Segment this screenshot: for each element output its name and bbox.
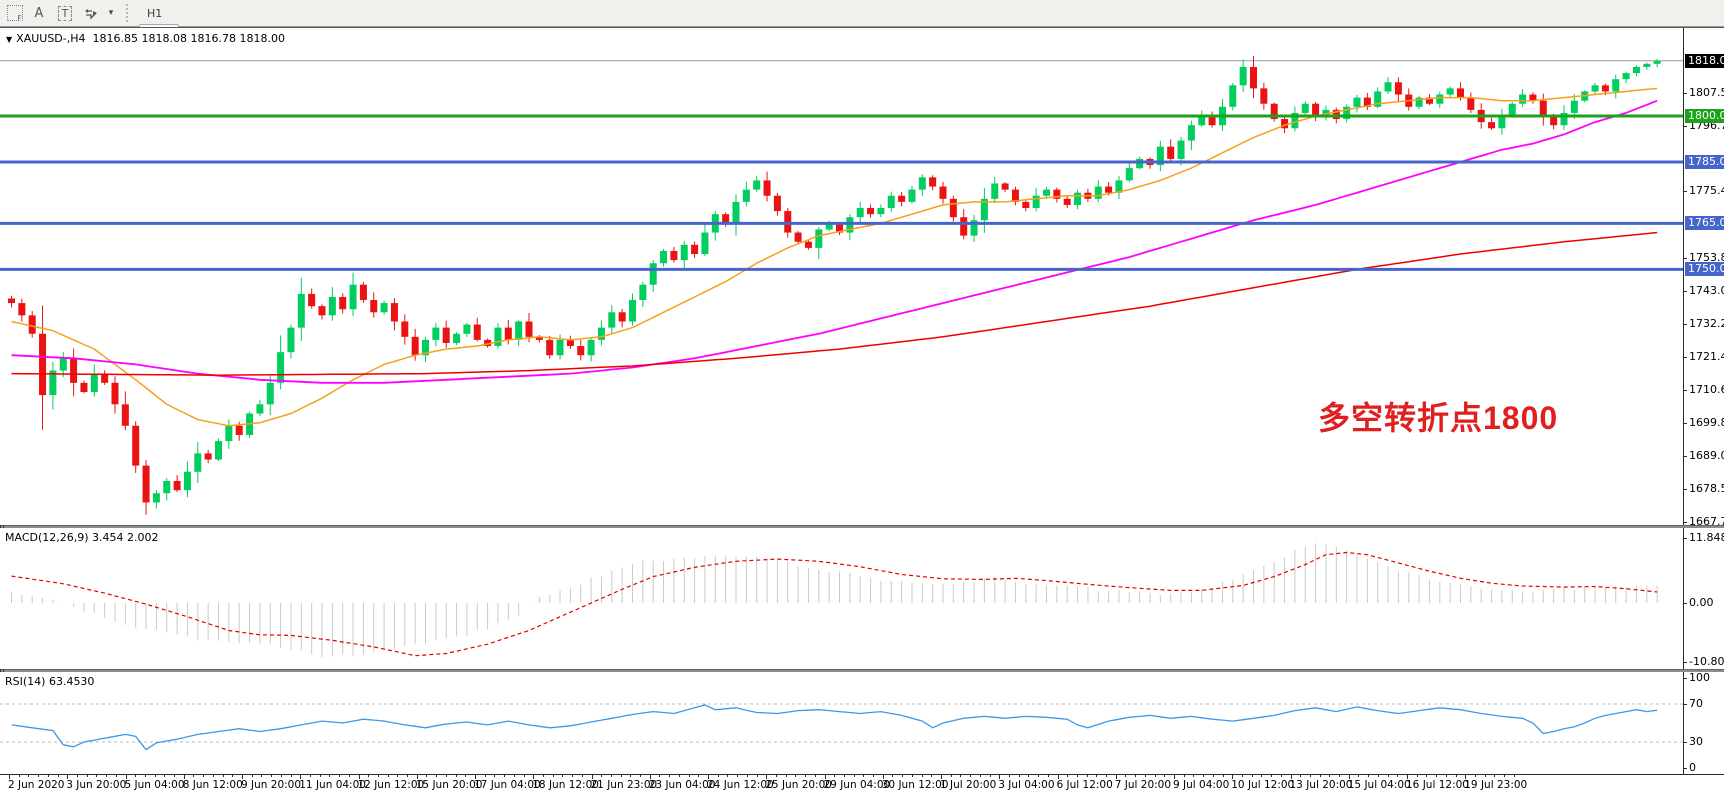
axis-tick-label: 1721.40 [1689,350,1724,364]
axis-tick-label: 1710.60 [1689,383,1724,397]
axis-tick-label: 0.00 [1689,596,1714,609]
macd-chart[interactable] [0,528,1683,669]
ohlc-values: 1816.85 1818.08 1816.78 1818.00 [92,32,285,45]
time-axis-label: 5 Jun 04:00 [124,779,185,791]
axis-tick-label: 11.848 [1689,530,1724,544]
macd-label: MACD(12,26,9) 3.454 2.002 [5,531,159,544]
time-axis[interactable]: 2 Jun 2020 3 Jun 20:00 5 Jun 04:00 8 Jun 12… [0,774,1724,791]
panel-divider[interactable] [0,525,1724,528]
price-badge-1800.00: 1800.00 [1685,109,1724,123]
axis-tick-label: 1743.00 [1689,283,1724,297]
ma-mid-magenta [11,99,1658,384]
dock-grid-icon[interactable]: F [1,2,25,24]
time-axis-label: 24 Jun 12:00 [707,779,774,791]
time-axis-label: 1 Jul 20:00 [940,779,997,791]
axis-tick-label: 1678.50 [1689,481,1724,495]
candlestick-chart[interactable] [0,28,1683,525]
panel-divider2[interactable] [0,669,1724,672]
ma-slow-red [11,231,1658,376]
axis-tick-label: 70 [1689,697,1703,710]
time-axis-label: 18 Jun 12:00 [532,779,599,791]
time-axis-label: 13 Jul 20:00 [1289,779,1353,791]
axis-tick-label: 1807.50 [1689,85,1724,99]
time-axis-label: 15 Jul 04:00 [1347,779,1411,791]
time-axis-label: 3 Jul 04:00 [998,779,1055,791]
text-label-icon[interactable]: T [53,2,77,24]
toolbar: F A T ▾ M1M5M15M30H1H4D1W1MN [0,0,1724,104]
macd-signal-line [11,551,1658,657]
cursor-arrows-icon[interactable] [79,2,103,24]
chart-window: ▼ XAUUSD-,H4 1816.85 1818.08 1816.78 1818… [0,27,1724,791]
toolbar-separator [126,4,132,22]
price-badge-1785.00: 1785.00 [1685,155,1724,169]
time-axis-label: 6 Jul 12:00 [1056,779,1113,791]
time-axis-label: 23 Jun 04:00 [648,779,716,791]
time-axis-label: 8 Jun 12:00 [182,779,243,791]
price-badge-1750.00: 1750.00 [1685,262,1724,277]
time-axis-label: 7 Jul 20:00 [1114,779,1172,791]
rsi-chart[interactable] [0,672,1683,774]
axis-tick-label: -10.808 [1689,655,1724,669]
time-axis-label: 9 Jul 04:00 [1173,779,1230,791]
axis-tick-label: 1753.80 [1689,250,1724,264]
time-axis-label: 12 Jun 12:00 [357,779,425,791]
chart-menu-caret-icon[interactable]: ▼ [6,35,13,44]
macd-panel[interactable]: MACD(12,26,9) 3.454 2.002 11.848 0.00 -10.… [0,528,1724,669]
price-badge-1818.00: 1818.00 [1685,53,1724,68]
axis-tick-label: 1775.40 [1689,184,1724,198]
time-axis-label: 9 Jun 20:00 [241,779,302,791]
axis-tick-label: 1699.80 [1689,416,1724,430]
axis-tick-label: 1667.70 [1689,514,1724,528]
time-axis-label: 10 Jul 12:00 [1231,779,1295,791]
annotation-text: 多空转折点1800 [1318,400,1559,436]
price-axis-border [1683,28,1684,525]
symbol-name: XAUUSD-,H4 [16,32,86,45]
time-axis-label: 3 Jun 20:00 [66,779,127,791]
time-axis-label: 17 Jun 04:00 [474,779,541,791]
time-axis-label: 21 Jun 23:00 [590,779,658,791]
timeframe-button-H1[interactable]: H1 [147,6,163,20]
time-axis-label: 2 Jun 2020 [8,779,65,791]
axis-tick-label: 1732.20 [1689,316,1724,330]
ma-fast-orange [11,87,1658,427]
main-chart-panel[interactable]: ▼ XAUUSD-,H4 1816.85 1818.08 1816.78 1818… [0,27,1724,528]
price-badge-1765.00: 1765.00 [1685,216,1724,231]
time-axis-label: 11 Jun 04:00 [299,779,366,791]
time-axis-label: 25 Jun 20:00 [765,779,832,791]
axis-tick-label: 0 [1689,761,1696,774]
time-axis-label: 16 Jul 12:00 [1406,779,1469,791]
axis-tick-label: 30 [1689,735,1703,748]
symbol-title: ▼ XAUUSD-,H4 1816.85 1818.08 1816.78 1818… [6,32,285,45]
time-axis-label: 30 Jun 12:00 [881,779,949,791]
rsi-line [11,704,1658,751]
rsi-label: RSI(14) 63.4530 [5,675,95,688]
axis-tick-label: 100 [1689,671,1710,684]
axis-tick-label: 1796.70 [1689,119,1724,133]
time-axis-label: 19 Jul 23:00 [1464,779,1528,791]
font-a-icon[interactable]: A [34,5,44,21]
time-axis-label: 15 Jun 20:00 [415,779,483,791]
time-axis-label: 29 Jun 04:00 [823,779,891,791]
axis-tick-label: 1689.00 [1689,449,1724,463]
dropdown-caret-icon[interactable]: ▾ [108,8,114,18]
rsi-panel[interactable]: RSI(14) 63.4530 100 70 30 0 [0,672,1724,774]
